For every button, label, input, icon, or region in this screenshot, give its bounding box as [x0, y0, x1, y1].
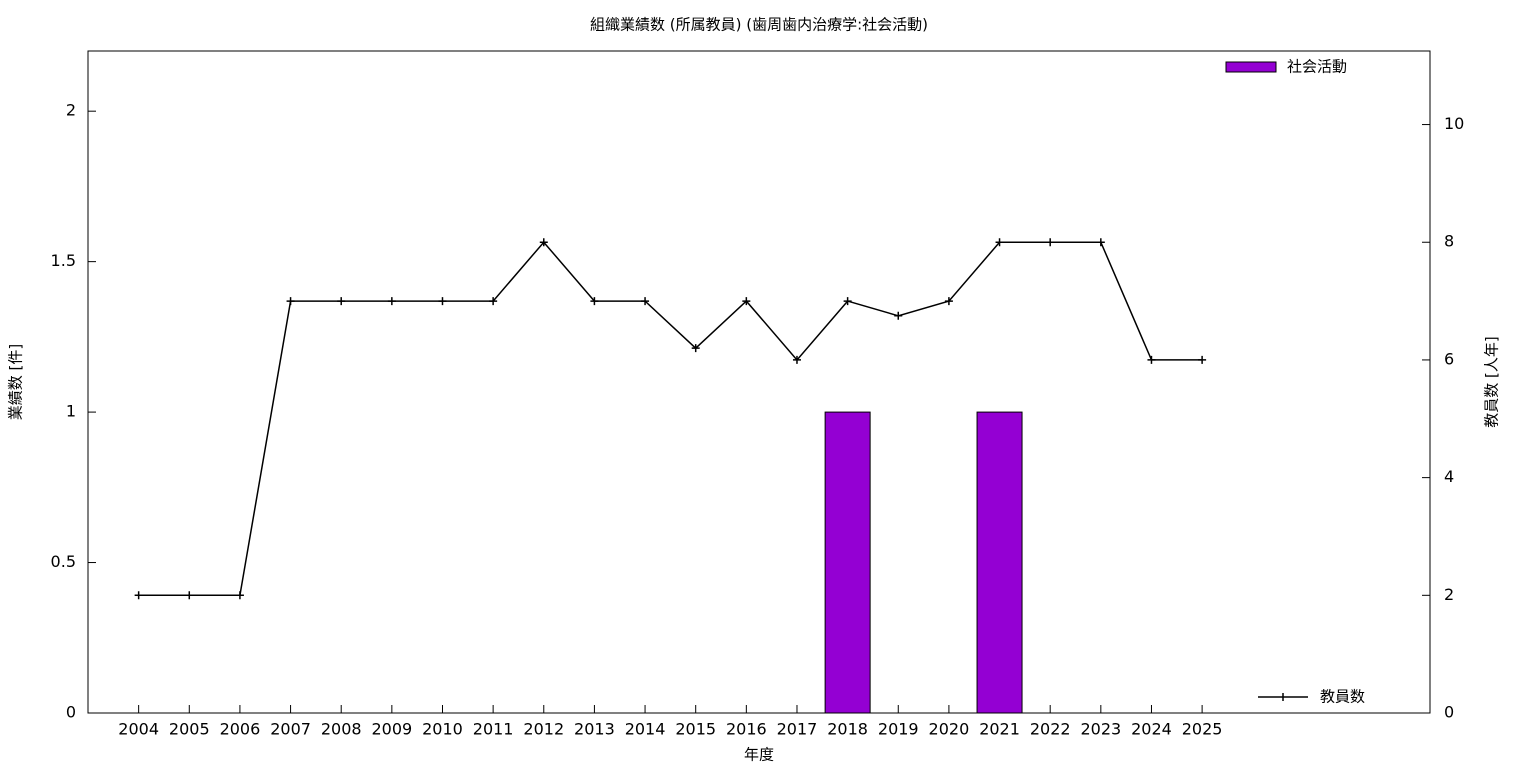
x-tick-label: 2020 — [929, 720, 970, 739]
point-marker — [134, 591, 143, 600]
legend-label: 社会活動 — [1287, 58, 1347, 76]
point-marker — [843, 297, 852, 306]
point-marker — [286, 297, 295, 306]
point-marker — [792, 355, 801, 364]
y2-tick-label: 10 — [1444, 114, 1464, 133]
point-marker — [1096, 238, 1105, 247]
point-marker — [438, 297, 447, 306]
legend-swatch — [1258, 693, 1308, 701]
point-marker — [691, 344, 700, 353]
x-tick-label: 2017 — [777, 720, 818, 739]
x-axis-label: 年度 — [744, 746, 774, 764]
legend-label: 教員数 — [1320, 688, 1365, 706]
x-tick-label: 2018 — [827, 720, 868, 739]
x-tick-label: 2021 — [979, 720, 1020, 739]
plot-frame — [87, 50, 1431, 714]
y-tick-label: 0.5 — [51, 552, 76, 571]
y-axis-label: 業績数 [件] — [7, 344, 25, 420]
x-tick-label: 2023 — [1080, 720, 1121, 739]
line — [138, 241, 1203, 597]
x-tick-label: 2008 — [321, 720, 362, 739]
x-tick-label: 2004 — [118, 720, 159, 739]
y2-axis-label: 教員数 [人年] — [1483, 336, 1501, 427]
x-tick-label: 2024 — [1131, 720, 1172, 739]
y-tick-label: 1 — [66, 402, 76, 421]
point-marker — [235, 591, 244, 600]
point-marker — [337, 297, 346, 306]
y-tick-label: 0 — [66, 703, 76, 722]
point-marker — [1147, 355, 1156, 364]
y2-tick-label: 6 — [1444, 349, 1454, 368]
point-marker — [185, 591, 194, 600]
y-tick-label: 1.5 — [51, 251, 76, 270]
x-tick-label: 2011 — [473, 720, 514, 739]
x-tick-label: 2014 — [625, 720, 666, 739]
legend-swatch — [1225, 61, 1277, 73]
point-marker — [1046, 238, 1055, 247]
y2-tick-label: 2 — [1444, 585, 1454, 604]
x-tick-label: 2019 — [878, 720, 919, 739]
x-tick-label: 2009 — [371, 720, 412, 739]
x-tick-label: 2022 — [1030, 720, 1071, 739]
x-tick-label: 2006 — [220, 720, 261, 739]
x-tick-label: 2016 — [726, 720, 767, 739]
point-marker — [742, 297, 751, 306]
x-tick-label: 2013 — [574, 720, 615, 739]
point-marker — [944, 297, 953, 306]
point-marker — [995, 238, 1004, 247]
x-tick-label: 2007 — [270, 720, 311, 739]
x-tick-label: 2012 — [523, 720, 564, 739]
y-tick-label: 2 — [66, 101, 76, 120]
chart-title: 組織業績数 (所属教員) (歯周歯内治療学:社会活動) — [590, 16, 928, 34]
x-tick-label: 2025 — [1182, 720, 1223, 739]
bar — [824, 411, 871, 714]
point-marker — [1198, 355, 1207, 364]
point-marker — [590, 297, 599, 306]
y2-tick-label: 8 — [1444, 232, 1454, 251]
y2-tick-label: 4 — [1444, 467, 1454, 486]
y2-tick-label: 0 — [1444, 703, 1454, 722]
x-tick-label: 2015 — [675, 720, 716, 739]
point-marker — [894, 311, 903, 320]
point-marker — [387, 297, 396, 306]
point-marker — [489, 297, 498, 306]
point-marker — [641, 297, 650, 306]
x-tick-label: 2010 — [422, 720, 463, 739]
bar — [976, 411, 1023, 714]
x-tick-label: 2005 — [169, 720, 210, 739]
point-marker — [539, 238, 548, 247]
